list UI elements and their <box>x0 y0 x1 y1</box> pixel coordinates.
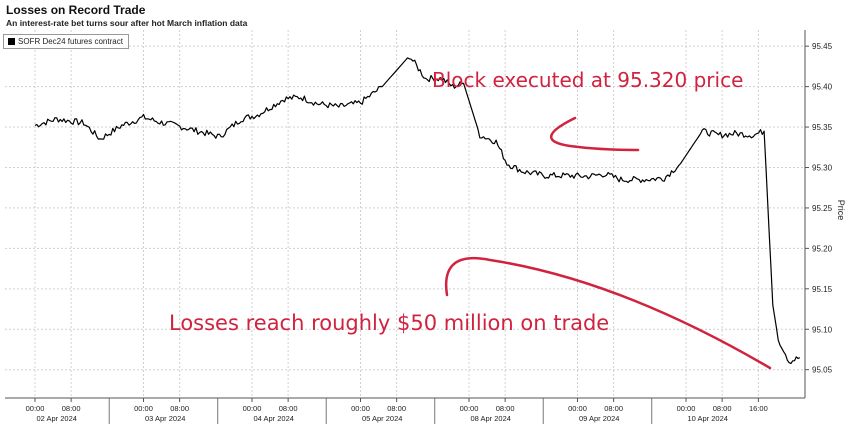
x-day-label: 03 Apr 2024 <box>145 414 185 423</box>
y-tick-label: 95.10 <box>812 325 833 334</box>
x-day-label: 05 Apr 2024 <box>362 414 402 423</box>
y-tick-label: 95.05 <box>812 366 833 375</box>
x-day-label: 08 Apr 2024 <box>470 414 510 423</box>
x-day-label: 10 Apr 2024 <box>687 414 727 423</box>
x-day-label: 09 Apr 2024 <box>579 414 619 423</box>
x-tick-label: 00:00 <box>26 404 45 413</box>
y-tick-label: 95.15 <box>812 285 833 294</box>
x-tick-label: 08:00 <box>170 404 189 413</box>
axis-layer: 95.05 95.10 95.15 95.20 95.25 95.30 95.35 95.40… <box>5 30 833 424</box>
x-day-label: 02 Apr 2024 <box>36 414 76 423</box>
legend-label: SOFR Dec24 futures contract <box>18 37 123 46</box>
x-tick-label: 00:00 <box>134 404 153 413</box>
y-tick-label: 95.35 <box>812 123 833 132</box>
x-tick-label: 00:00 <box>351 404 370 413</box>
x-tick-label: 08:00 <box>279 404 298 413</box>
x-tick-label: 08:00 <box>604 404 623 413</box>
x-tick-label: 16:00 <box>749 404 768 413</box>
x-tick-label: 00:00 <box>568 404 587 413</box>
series-line-sofr-dec24 <box>34 57 801 365</box>
grid-layer <box>5 30 805 398</box>
annotation-block-executed: Block executed at 95.320 price <box>432 68 744 92</box>
x-day-label: 04 Apr 2024 <box>253 414 293 423</box>
x-tick-label: 08:00 <box>62 404 81 413</box>
x-tick-label: 00:00 <box>243 404 262 413</box>
legend-swatch <box>8 38 15 45</box>
x-tick-label: 08:00 <box>496 404 515 413</box>
arrow-losses <box>444 256 772 370</box>
x-tick-label: 08:00 <box>387 404 406 413</box>
legend: SOFR Dec24 futures contract <box>3 34 129 49</box>
y-axis-label: Price <box>836 200 846 221</box>
chart-title: Losses on Record Trade <box>6 3 146 17</box>
y-tick-label: 95.40 <box>812 83 833 92</box>
y-tick-label: 95.30 <box>812 163 833 172</box>
series-layer <box>34 57 801 365</box>
annotation-arrows <box>444 116 772 370</box>
x-tick-label: 08:00 <box>713 404 732 413</box>
x-tick-label: 00:00 <box>460 404 479 413</box>
y-tick-label: 95.45 <box>812 42 833 51</box>
annotation-losses: Losses reach roughly $50 million on trad… <box>169 311 610 335</box>
arrow-block-executed <box>549 116 640 152</box>
y-tick-label: 95.20 <box>812 244 833 253</box>
y-tick-label: 95.25 <box>812 204 833 213</box>
x-tick-label: 00:00 <box>677 404 696 413</box>
chart-subtitle: An interest-rate bet turns sour after ho… <box>6 18 248 28</box>
